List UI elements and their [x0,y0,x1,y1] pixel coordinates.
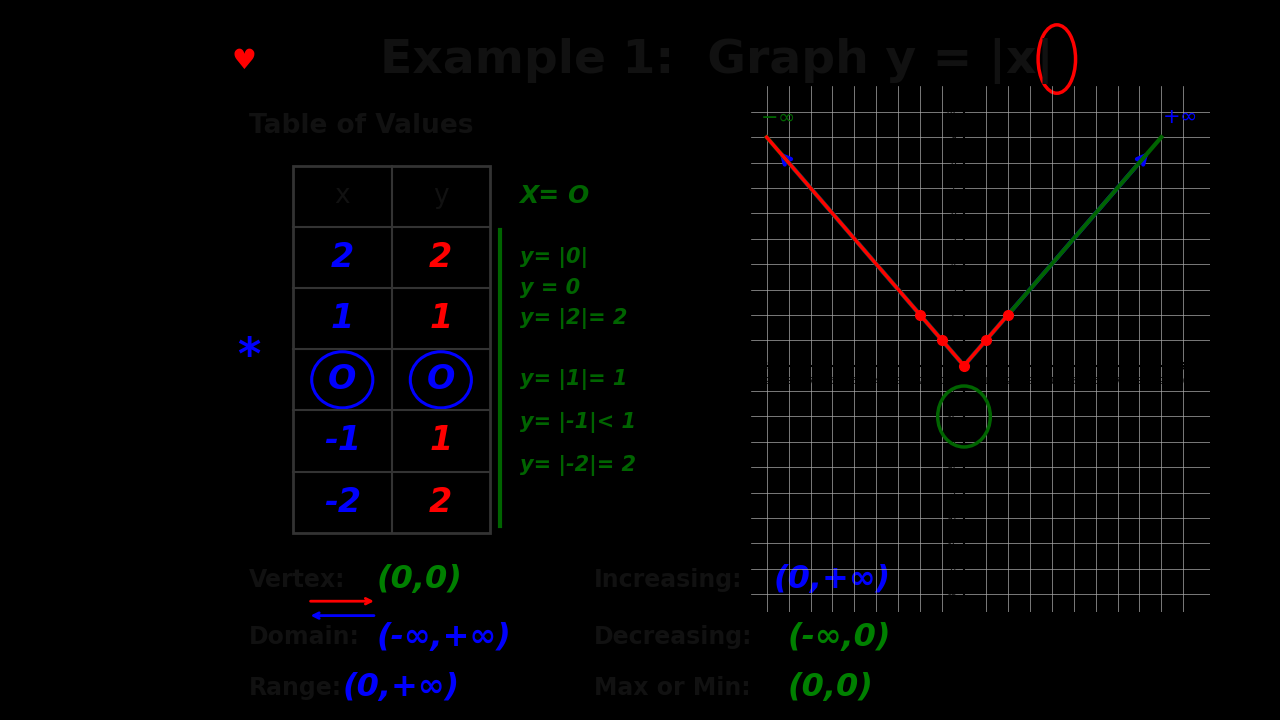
Text: -3: -3 [893,377,902,386]
Text: Increasing:: Increasing: [594,567,742,592]
Text: Table of Values: Table of Values [248,113,474,139]
Text: 5: 5 [1071,377,1076,386]
Text: O: O [426,364,454,396]
Text: -6: -6 [828,377,837,386]
Text: *: * [237,335,260,378]
Text: 6: 6 [951,209,956,218]
Text: 2: 2 [330,241,353,274]
Text: $-\infty$: $-\infty$ [760,107,795,127]
Text: y= |-2|= 2: y= |-2|= 2 [520,455,636,476]
Text: O: O [328,364,356,396]
Text: 3: 3 [1027,377,1033,386]
Text: Max or Min:: Max or Min: [594,675,750,700]
Text: -2: -2 [324,486,361,518]
Text: x: x [334,183,351,210]
Text: 1: 1 [983,377,989,386]
Text: -1: -1 [937,377,947,386]
Text: y= |1|= 1: y= |1|= 1 [520,369,627,390]
Text: 2: 2 [1005,377,1011,386]
Text: -5: -5 [947,488,956,498]
Text: 8: 8 [1137,377,1142,386]
Text: -9: -9 [947,590,956,599]
Text: 10: 10 [1178,377,1189,386]
Text: 2: 2 [951,310,956,320]
Text: 7: 7 [1115,377,1120,386]
Text: -8: -8 [947,564,956,573]
Text: 1: 1 [951,336,956,345]
Text: (0,+∞): (0,+∞) [342,672,460,703]
Text: -1: -1 [324,425,361,457]
Text: 2: 2 [429,486,452,518]
Text: -7: -7 [947,539,956,548]
Text: 5: 5 [951,234,956,243]
Text: -8: -8 [785,377,794,386]
Text: -4: -4 [872,377,881,386]
Text: X: X [1201,356,1213,374]
Text: 2: 2 [429,241,452,274]
Text: -3: -3 [947,437,956,446]
Text: Vertex:: Vertex: [248,567,346,592]
Text: 3: 3 [951,285,956,294]
Text: -2: -2 [915,377,924,386]
Text: 10: 10 [945,107,956,117]
Text: -2: -2 [947,412,956,421]
Text: 7: 7 [951,184,956,192]
Text: (0,0): (0,0) [376,564,462,595]
Text: (0,0): (0,0) [787,672,874,703]
Text: 6: 6 [1093,377,1098,386]
Text: 9: 9 [951,132,956,142]
Text: Y: Y [969,76,982,94]
Text: 1: 1 [429,302,452,335]
Text: 1: 1 [330,302,353,335]
Text: y = 0: y = 0 [520,278,580,298]
Text: y: y [433,183,449,210]
Text: 9: 9 [1158,377,1165,386]
Text: Domain:: Domain: [248,625,360,649]
Text: y= |-1|< 1: y= |-1|< 1 [520,412,636,433]
Text: Range:: Range: [248,675,342,700]
Text: Example 1:  Graph y = |x|: Example 1: Graph y = |x| [380,38,1053,84]
Text: 8: 8 [951,158,956,167]
Text: 1: 1 [429,425,452,457]
Text: $+\infty$: $+\infty$ [1161,107,1197,127]
Text: -9: -9 [762,377,771,386]
Text: -6: -6 [947,513,956,523]
Text: Decreasing:: Decreasing: [594,625,753,649]
Text: -7: -7 [806,377,815,386]
Text: 4: 4 [1048,377,1055,386]
Text: -4: -4 [947,463,956,472]
Text: (-∞,+∞): (-∞,+∞) [376,621,512,653]
Text: ♥: ♥ [232,48,256,75]
Text: -1: -1 [947,387,956,395]
Text: (0,+∞): (0,+∞) [774,564,891,595]
Text: -5: -5 [850,377,859,386]
Text: y= |0|: y= |0| [520,247,588,268]
Text: X= O: X= O [520,184,590,208]
Text: y= |2|= 2: y= |2|= 2 [520,308,627,329]
Text: (-∞,0): (-∞,0) [787,621,891,653]
Text: 4: 4 [951,260,956,269]
